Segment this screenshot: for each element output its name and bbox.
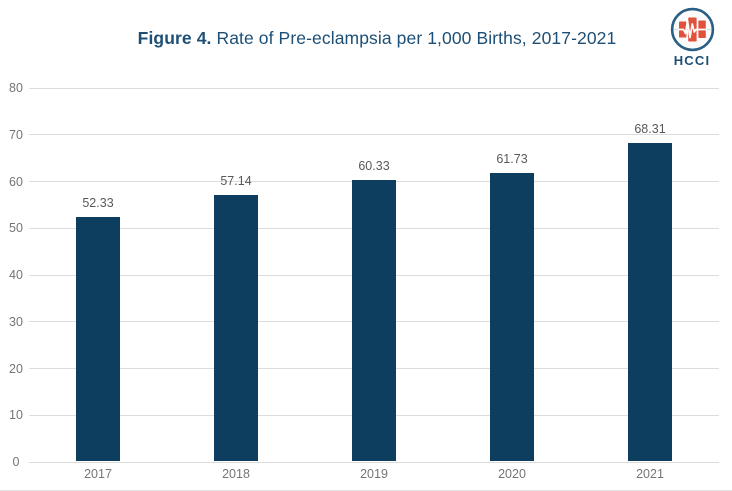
logo-wordmark: HCCI [673, 53, 711, 68]
bar-2021 [628, 142, 672, 461]
bar-value-label: 57.14 [220, 173, 252, 188]
bar-value-label: 60.33 [358, 158, 390, 173]
y-tick-label: 70 [9, 127, 23, 142]
bar-2020 [490, 173, 534, 461]
x-tick-label: 2017 [84, 467, 112, 481]
y-tick-label: 10 [9, 408, 23, 423]
figure-number: Figure 4. [137, 28, 212, 48]
bar-2019 [352, 179, 396, 461]
hcci-logo: HCCI [666, 7, 718, 68]
y-tick-label: 50 [9, 221, 23, 236]
y-tick-label: 40 [9, 268, 23, 282]
figure-title: Figure 4. Rate of Pre-eclampsia per 1,00… [0, 28, 732, 49]
heartbeat-bars-circle-icon [666, 7, 718, 52]
x-axis-baseline [29, 461, 719, 463]
y-tick-label: 30 [9, 314, 23, 329]
x-tick-label: 2020 [498, 467, 526, 481]
bar-2018 [214, 194, 258, 461]
figure-title-text: Rate of Pre-eclampsia per 1,000 Births, … [211, 28, 617, 48]
y-tick-label: 0 [12, 455, 20, 469]
bar-value-label: 61.73 [496, 152, 528, 167]
bar-2017 [76, 217, 120, 461]
bar-value-label: 52.33 [82, 196, 114, 211]
y-tick-label: 80 [9, 81, 23, 95]
x-tick-label: 2019 [360, 467, 388, 481]
y-gridline [29, 134, 719, 136]
x-tick-label: 2021 [636, 467, 664, 481]
bar-value-label: 68.31 [634, 121, 666, 136]
y-tick-label: 60 [9, 174, 23, 189]
y-tick-label: 20 [9, 361, 23, 376]
x-tick-label: 2018 [222, 467, 250, 481]
y-gridline [29, 87, 719, 89]
